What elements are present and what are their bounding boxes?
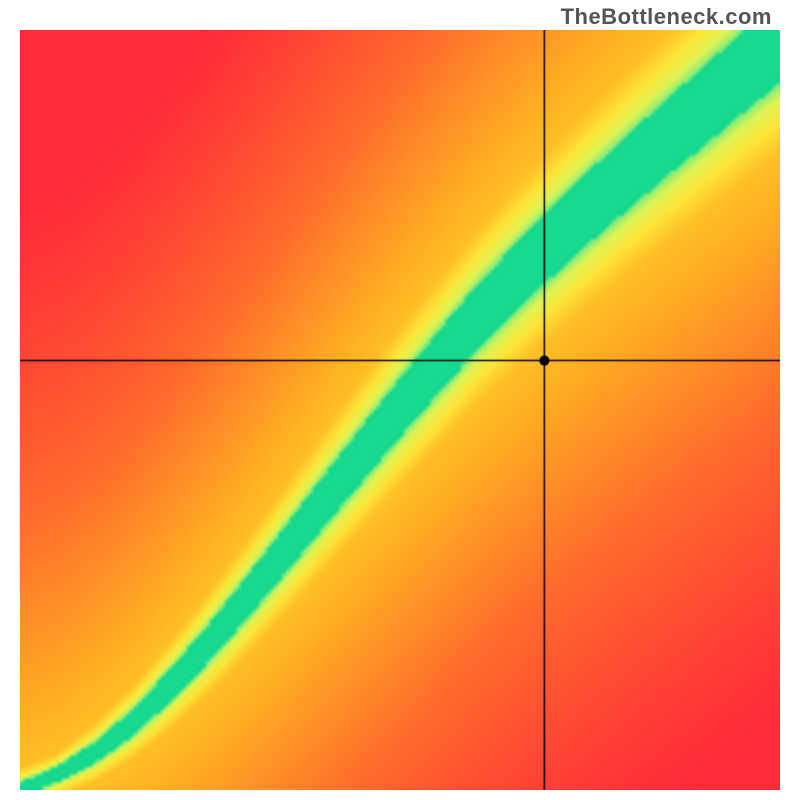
bottleneck-heatmap bbox=[20, 30, 780, 790]
heatmap-canvas bbox=[20, 30, 780, 790]
watermark-label: TheBottleneck.com bbox=[561, 4, 772, 30]
